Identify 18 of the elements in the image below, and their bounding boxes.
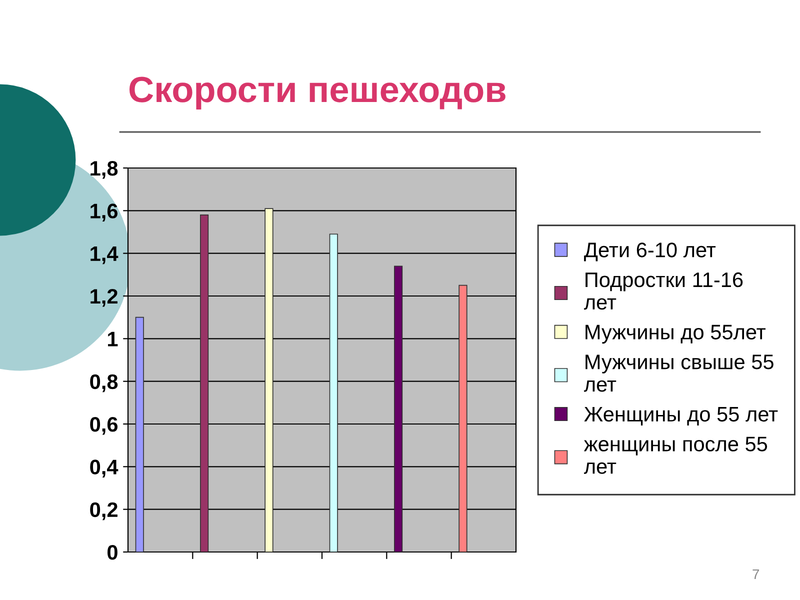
legend-label: Мужчины до 55лет	[586, 324, 766, 344]
y-tick-label: 0,8	[90, 374, 118, 392]
y-tick-label: 1	[108, 332, 118, 346]
chart-title: Скорости пешеходов	[129, 76, 506, 110]
y-tick-label: 1,4	[90, 246, 118, 264]
legend-label: Подростки 11-16 лет	[584, 272, 743, 310]
y-tick-label: 0,4	[90, 460, 118, 478]
text: 7	[752, 569, 760, 579]
legend-label: женщины после 55 лет	[584, 436, 768, 474]
y-tick-label: 0,2	[90, 502, 118, 520]
y-tick-label: 0	[108, 545, 118, 560]
legend-label: Дети 6-10 лет	[584, 242, 716, 262]
legend-label: Женщины до 55 лет	[584, 407, 778, 426]
legend-label: Мужчины свыше 55 лет	[584, 354, 774, 392]
y-tick-label: 1,2	[90, 289, 118, 307]
y-tick-label: 1,6	[90, 204, 118, 222]
y-tick-label: 1,8	[90, 161, 118, 179]
y-tick-label: 0,6	[90, 417, 118, 435]
